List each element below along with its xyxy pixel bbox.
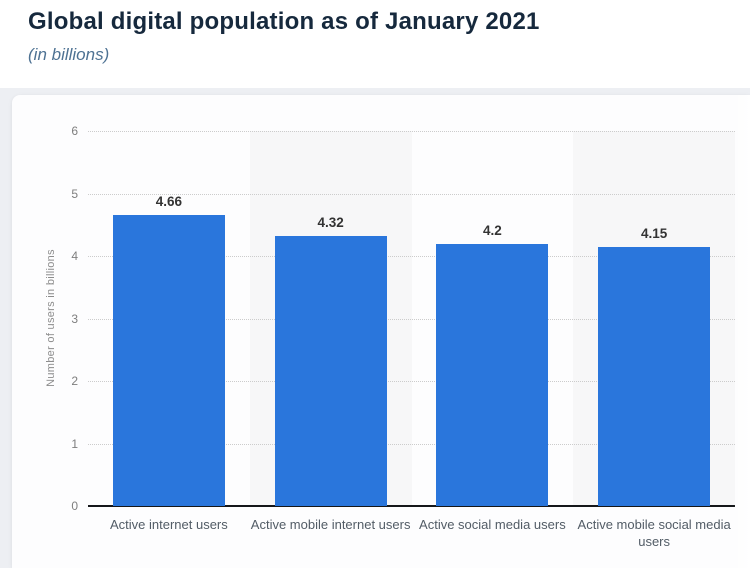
page-subtitle: (in billions) [28,45,110,64]
bar-value-label: 4.15 [640,225,668,241]
y-tick-label: 6 [71,124,78,138]
chart-header: Global digital population as of January … [28,8,740,65]
bar-value-label: 4.32 [317,215,344,230]
chart-bar[interactable] [598,246,711,506]
plot-area: 4.66 4.32 4.2 4.15 [88,131,735,507]
x-axis-baseline [88,505,735,507]
category-label: Active mobile internet users [250,517,411,532]
y-tick-label: 5 [71,186,78,201]
chart-bar[interactable] [274,236,387,506]
bar-value-label: 4.66 [155,193,183,209]
chart-bar[interactable] [436,243,549,506]
gridline [88,131,735,132]
y-tick-label: 3 [71,311,78,326]
category-label: Active internet users [109,517,228,532]
gridline [88,256,735,257]
gridline [88,318,735,320]
gridline [88,381,735,382]
bar-value-label: 4.2 [482,222,502,238]
category-label: Active mobile social media users [577,517,731,549]
chart-card: Number of users in billions 4.66 4.32 4.2 4… [12,95,750,568]
gridline [88,193,735,195]
category-label: Active social media users [419,517,566,532]
y-tick-label: 2 [71,374,78,388]
chart-bar[interactable] [112,214,225,506]
y-tick-label: 0 [71,499,78,513]
y-tick-label: 1 [71,436,78,451]
y-tick-label: 4 [71,249,78,263]
page-title: Global digital population as of January … [28,8,540,35]
gridline [88,443,735,445]
card-edge-fade [734,95,750,568]
